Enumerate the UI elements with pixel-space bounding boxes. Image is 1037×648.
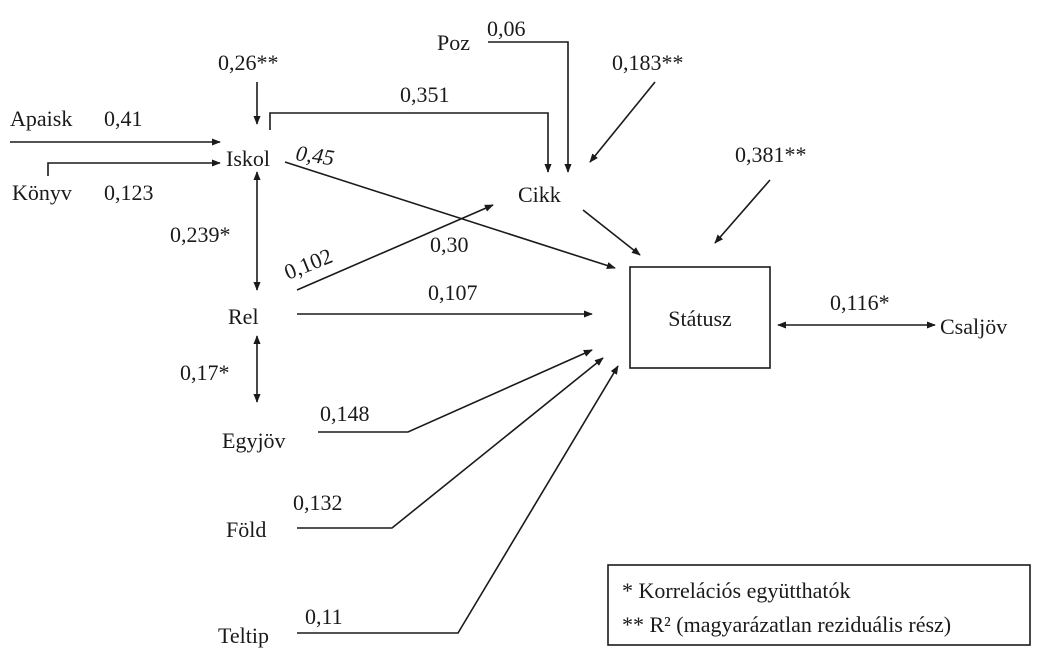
edge-label: 0,06 bbox=[487, 16, 526, 41]
node-label: Apaisk bbox=[10, 106, 72, 131]
legend-item: ** R² (magyarázatlan reziduális rész) bbox=[622, 612, 951, 637]
legend-item: * Korrelációs együtthatók bbox=[622, 578, 851, 603]
status-box bbox=[629, 266, 771, 369]
node-label: Könyv bbox=[12, 180, 72, 205]
edge-label: 0,30 bbox=[430, 232, 469, 257]
edge-label: 0,381** bbox=[735, 142, 807, 167]
edge-label: 0,41 bbox=[104, 106, 143, 131]
arrow bbox=[296, 204, 494, 291]
node-label: Iskol bbox=[226, 146, 270, 171]
edge-label: 0,116* bbox=[830, 290, 890, 315]
legend-box bbox=[607, 564, 1031, 646]
arrow bbox=[318, 349, 593, 433]
legend: * Korrelációs együtthatók ** R² (magyará… bbox=[622, 578, 951, 637]
nodes: Apaisk Könyv Iskol Poz Cikk Rel Státusz … bbox=[10, 30, 1007, 648]
edge-label: 0,132 bbox=[293, 490, 343, 515]
edge-label: 0,148 bbox=[320, 401, 370, 426]
arrow bbox=[297, 357, 604, 529]
node-label: Státusz bbox=[668, 306, 732, 331]
arrow bbox=[589, 81, 656, 163]
edge-label: 0,107 bbox=[428, 280, 478, 305]
edge-label: 0,123 bbox=[104, 180, 154, 205]
arrows bbox=[10, 41, 1031, 646]
node-label: Rel bbox=[228, 304, 259, 329]
node-label: Teltip bbox=[218, 623, 269, 648]
edge-labels: 0,41 0,123 0,26** 0,06 0,351 0,183** 0,4… bbox=[104, 16, 890, 629]
arrow bbox=[714, 179, 771, 244]
arrow bbox=[284, 161, 616, 269]
node-label: Csaljöv bbox=[940, 314, 1007, 339]
edge-label: 0,26** bbox=[218, 50, 279, 75]
edge-label: 0,183** bbox=[612, 50, 684, 75]
arrow bbox=[47, 159, 221, 176]
node-label: Föld bbox=[226, 517, 266, 542]
arrow bbox=[297, 365, 619, 634]
edge-label: 0,45 bbox=[294, 140, 336, 170]
node-label: Egyjöv bbox=[222, 428, 286, 453]
edge-label: 0,239* bbox=[170, 222, 231, 247]
edge-label: 0,102 bbox=[281, 243, 336, 285]
arrow bbox=[269, 112, 552, 173]
node-label: Poz bbox=[437, 30, 470, 55]
node-label: Cikk bbox=[518, 182, 561, 207]
arrow bbox=[488, 41, 572, 173]
arrow bbox=[582, 209, 641, 256]
edge-label: 0,17* bbox=[180, 360, 230, 385]
edge-label: 0,351 bbox=[400, 82, 450, 107]
edge-label: 0,11 bbox=[305, 604, 343, 629]
